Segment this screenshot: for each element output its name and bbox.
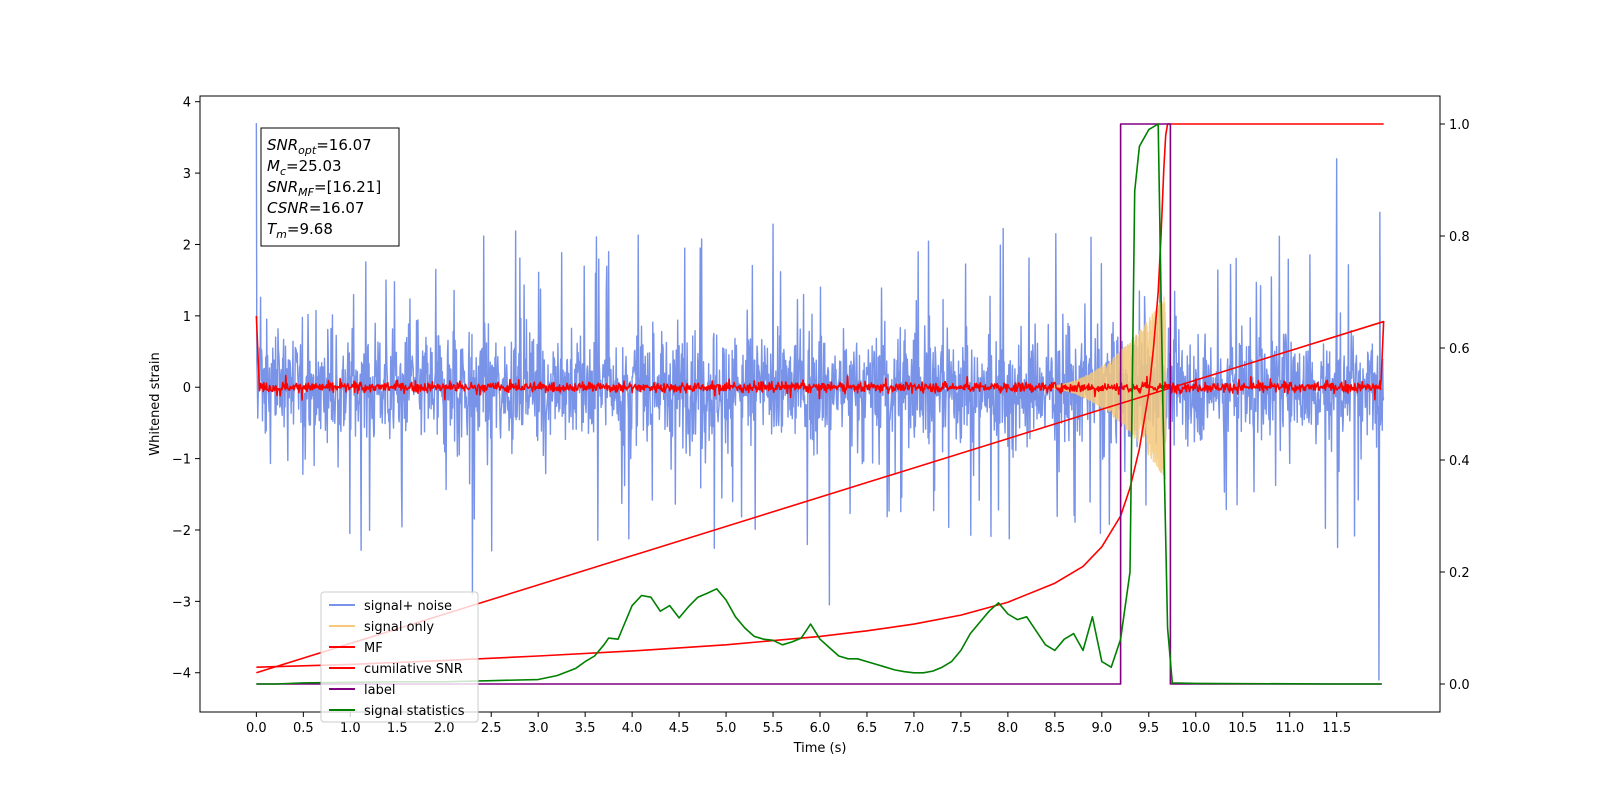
x-tick-label: 10.0: [1181, 721, 1210, 736]
legend-entry: label: [364, 683, 395, 698]
x-tick-label: 3.0: [528, 721, 549, 736]
legend-entry: MF: [364, 641, 383, 656]
y2-tick-label: 0.6: [1449, 342, 1470, 357]
x-tick-label: 11.0: [1275, 721, 1304, 736]
x-tick-label: 3.5: [575, 721, 596, 736]
x-tick-label: 4.0: [622, 721, 643, 736]
x-tick-label: 1.0: [340, 721, 361, 736]
y-tick-label: −1: [172, 453, 191, 468]
x-tick-label: 0.5: [293, 721, 314, 736]
x-axis-label: Time (s): [793, 741, 847, 756]
x-tick-label: 0.0: [246, 721, 267, 736]
annotation-box: SNRopt=16.07Mc=25.03SNRMF=[16.21]CSNR=16…: [260, 127, 400, 247]
x-tick-label: 2.5: [481, 721, 502, 736]
legend-entry: signal+ noise: [364, 599, 452, 614]
x-tick-label: 8.5: [1045, 721, 1066, 736]
annotation-line: Tm=9.68: [267, 220, 333, 241]
x-tick-label: 7.0: [904, 721, 925, 736]
y2-tick-label: 1.0: [1449, 118, 1470, 133]
annotation-line: Mc=25.03: [267, 157, 342, 178]
x-tick-label: 5.5: [763, 721, 784, 736]
x-tick-label: 2.0: [434, 721, 455, 736]
y-tick-label: 3: [183, 167, 191, 182]
annotation-line: SNRMF=[16.21]: [267, 178, 381, 199]
annotation-line: SNRopt=16.07: [267, 136, 372, 157]
y2-tick-label: 0.8: [1449, 230, 1470, 245]
y2-tick-label: 0.4: [1449, 454, 1470, 469]
series-signal-noise: [255, 123, 1385, 681]
legend-entry: signal statistics: [364, 704, 465, 719]
y-axis-label: Whitened strain: [148, 352, 163, 455]
x-tick-label: 8.0: [998, 721, 1019, 736]
x-tick-label: 6.0: [810, 721, 831, 736]
y-tick-label: 1: [183, 310, 191, 325]
legend: signal+ noise signal only MF cumilative SNR…: [320, 591, 479, 723]
series-mf: [255, 315, 1385, 674]
legend-entry: cumilative SNR: [364, 662, 463, 677]
legend-entry: signal only: [364, 620, 434, 635]
legend-frame: [320, 591, 479, 723]
y-tick-label: −4: [172, 667, 191, 682]
x-tick-label: 11.5: [1322, 721, 1351, 736]
series-layer: [255, 123, 1385, 685]
series-signal-statistics: [256, 123, 1382, 685]
x-tick-label: 4.5: [669, 721, 690, 736]
x-tick-label: 7.5: [951, 721, 972, 736]
x-tick-label: 9.0: [1091, 721, 1112, 736]
y-tick-label: 4: [183, 96, 191, 111]
y-tick-label: 2: [183, 238, 191, 253]
series-cumilative-snr: [256, 123, 1384, 668]
y-tick-label: −2: [172, 524, 191, 539]
x-tick-label: 6.5: [857, 721, 878, 736]
y2-tick-label: 0.0: [1449, 678, 1470, 693]
axes-layer: 0.0 0.5 1.0 1.5 2.0 2.5 3.0 3.5 4.0 4.5 5.0 5.5 6.0 6…: [172, 96, 1470, 736]
x-tick-label: 5.0: [716, 721, 737, 736]
y-tick-label: 0: [183, 381, 191, 396]
y2-tick-label: 0.2: [1449, 566, 1470, 581]
x-tick-label: 1.5: [387, 721, 408, 736]
annotation-frame: [260, 127, 400, 247]
x-tick-label: 10.5: [1228, 721, 1257, 736]
annotation-line: CSNR=16.07: [267, 199, 364, 217]
y-tick-label: −3: [172, 595, 191, 610]
x-tick-label: 9.5: [1138, 721, 1159, 736]
